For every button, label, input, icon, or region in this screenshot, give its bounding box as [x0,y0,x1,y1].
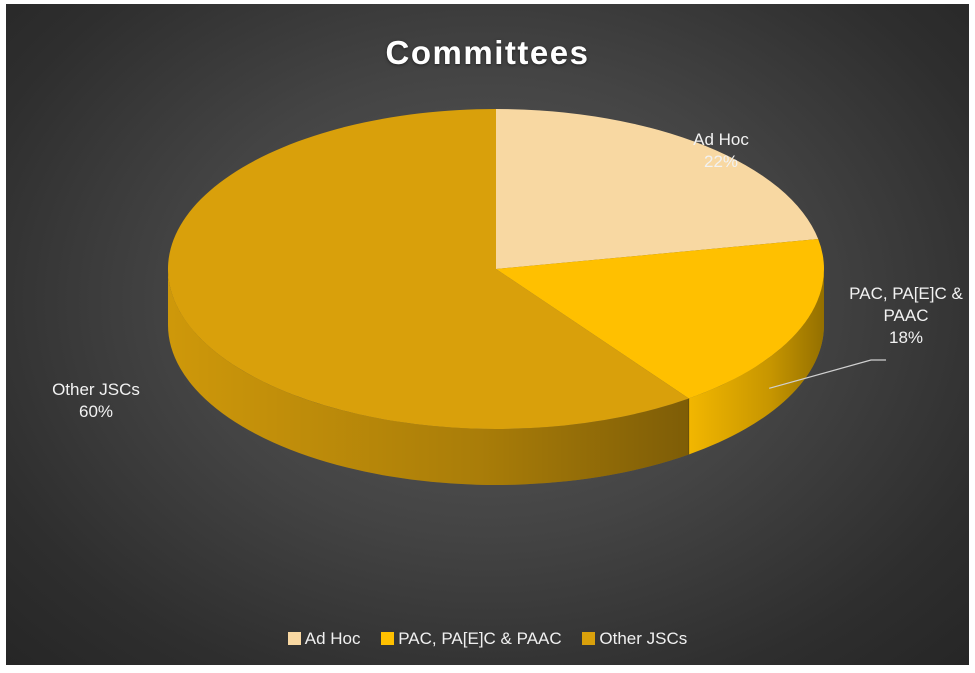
legend-item-other-jscs: Other JSCs [582,629,687,649]
legend-label-pac: PAC, PA[E]C & PAAC [398,629,562,648]
legend-swatch-ad-hoc [287,632,301,645]
pie-slice-other-jscs [167,109,689,429]
data-label-other-value: 60% [78,402,114,421]
pie-chart [167,109,886,485]
legend-item-ad-hoc: Ad Hoc [287,629,361,649]
chart-frame: Committees Ad Hoc 22% PAC, PA[E]C & PAAC… [6,4,969,665]
legend-label-ad-hoc: Ad Hoc [304,629,361,648]
pie-side-shade-other-jscs [168,269,689,485]
data-label-ad-hoc: Ad Hoc 22% [671,129,771,173]
legend-item-pac: PAC, PA[E]C & PAAC [381,629,562,649]
data-label-ad-hoc-value: 22% [703,152,739,171]
legend-swatch-pac [381,632,395,645]
pie-side-shade-pac-pa-e-c-paac [688,269,824,455]
data-label-pac-value: 18% [888,328,924,347]
pie-slice-pac-pa-e-c-paac [496,239,824,399]
data-label-pac: PAC, PA[E]C & PAAC 18% [826,283,969,349]
chart-title: Committees [385,34,590,71]
legend-label-other-jscs: Other JSCs [599,629,688,648]
data-label-pac-name-line1: PAC, PA[E]C & [849,284,963,303]
data-label-other-name: Other JSCs [52,380,140,399]
data-label-other-jscs: Other JSCs 60% [41,379,151,423]
data-label-pac-name-line2: PAAC [883,306,929,325]
legend-swatch-other-jscs [582,632,596,645]
data-label-ad-hoc-name: Ad Hoc [693,130,749,149]
leader-line [769,359,886,389]
pie-slice-ad-hoc [496,109,819,269]
legend: Ad Hoc PAC, PA[E]C & PAAC Other JSCs [6,629,969,649]
